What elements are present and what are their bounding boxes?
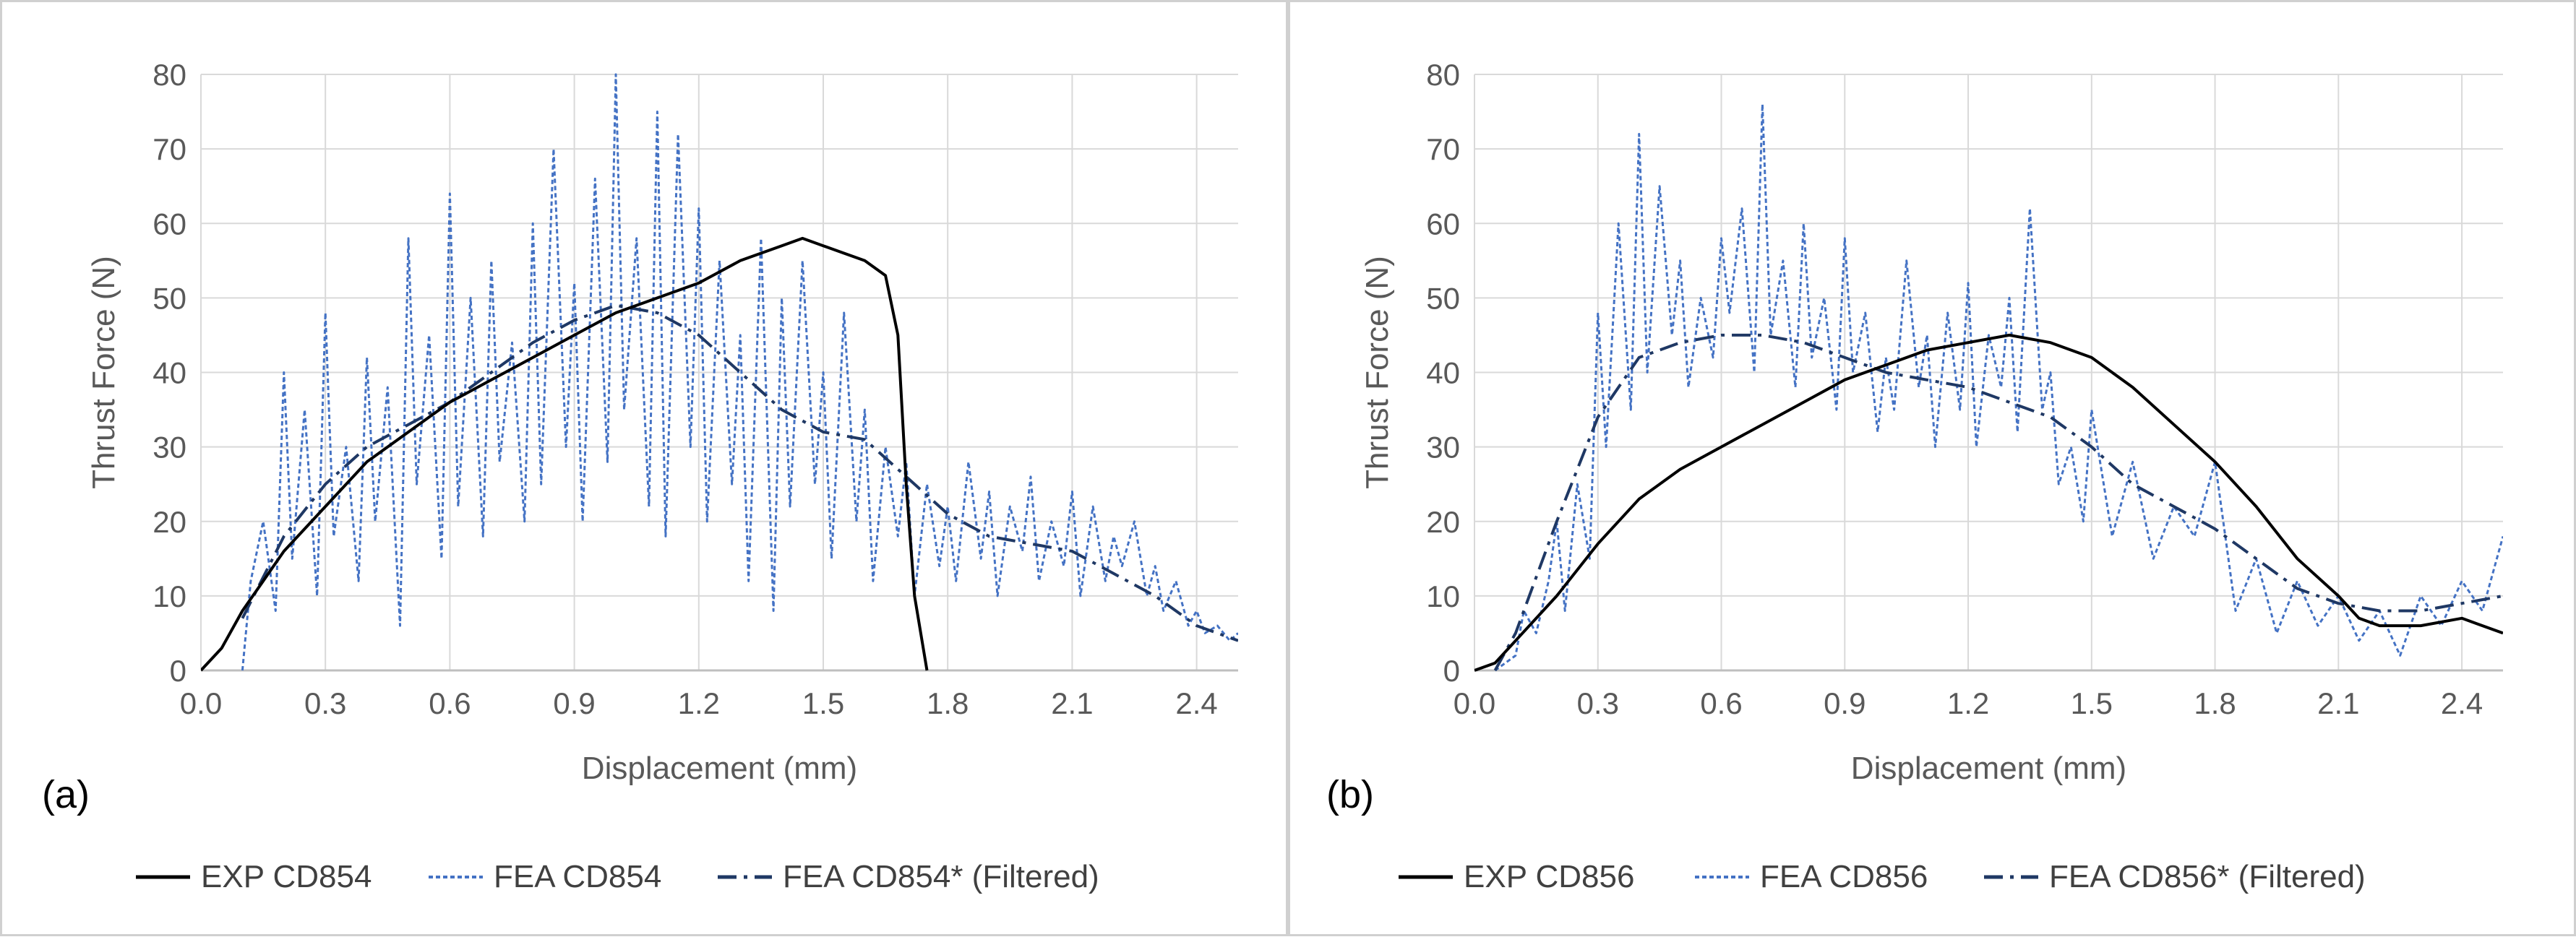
chart-1-x-tick-label: 0.3 [1577,686,1619,720]
chart-1-legend-label-0: EXP CD856 [1464,859,1634,894]
chart-1-x-axis-title: Displacement (mm) [1851,751,2126,786]
chart-0-legend-label-1: FEA CD854 [494,859,661,894]
chart-1-y-tick-label: 30 [1426,431,1460,465]
chart-1-series-dotted-line [1494,103,2503,672]
chart-1-x-tick-label: 1.8 [2194,686,2236,720]
chart-0-x-axis-title: Displacement (mm) [582,751,857,786]
chart-0-x-tick-label: 0.0 [180,686,222,720]
chart-0-y-tick-label: 70 [153,132,186,166]
chart-1-y-tick-label: 20 [1426,505,1460,539]
chart-0-y-tick-label: 0 [170,654,186,688]
chart-1-y-tick-label: 70 [1426,132,1460,166]
chart-panel-a: 0.0 0.3 0.6 0.9 1.2 1.5 1.8 2.1 2.4 0 10 20 30 40 50 60… [0,0,1288,936]
chart-0-x-tick-label: 1.2 [678,686,720,720]
chart-0-y-tick-label: 60 [153,207,186,241]
chart-0-legend-label-0: EXP CD854 [201,859,372,894]
chart-1-y-tick-label: 60 [1426,207,1460,241]
chart-a-svg: 0.0 0.3 0.6 0.9 1.2 1.5 1.8 2.1 2.4 0 10 20 30 40 50 60… [42,58,1238,894]
chart-1-y-axis-title: Thrust Force (N) [1360,256,1395,489]
chart-0-x-tick-label: 2.4 [1175,686,1217,720]
chart-0-series-solid-line [201,236,929,672]
chart-0-x-tick-label: 0.6 [429,686,471,720]
chart-1-legend-label-1: FEA CD856 [1760,859,1928,894]
chart-0-x-tick-label: 0.3 [304,686,346,720]
chart-0-y-tick-label: 80 [153,58,186,92]
chart-1-x-tick-label: 2.4 [2441,686,2483,720]
chart-1-x-tick-label: 0.9 [1824,686,1866,720]
chart-1-series-solid-line [1474,333,2503,672]
chart-1-y-tick-label: 50 [1426,281,1460,315]
chart-1-x-tick-label: 1.5 [2071,686,2113,720]
chart-0-panel-label: (a) [42,773,90,816]
chart-1-panel-label: (b) [1326,773,1374,816]
chart-0-legend-label-2: FEA CD854* (Filtered) [783,859,1099,894]
chart-1-series-dashdot-line [1493,333,2503,671]
chart-0-y-tick-label: 20 [153,505,186,539]
chart-1-x-tick-label: 2.1 [2317,686,2359,720]
chart-panel-b: 0.0 0.3 0.6 0.9 1.2 1.5 1.8 2.1 2.4 0 10 20 30 40 50 60… [1288,0,2576,936]
chart-0-x-tick-label: 1.8 [927,686,969,720]
chart-0-y-tick-label: 30 [153,431,186,465]
chart-b-svg: 0.0 0.3 0.6 0.9 1.2 1.5 1.8 2.1 2.4 0 10 20 30 40 50 60… [1326,58,2503,894]
chart-0-x-tick-label: 1.5 [802,686,844,720]
chart-1-x-tick-label: 1.2 [1947,686,1989,720]
chart-1-x-tick-label: 0.6 [1700,686,1742,720]
chart-0-y-axis-title: Thrust Force (N) [86,256,121,489]
chart-1-y-tick-label: 10 [1426,579,1460,613]
chart-0-series-dotted-line [241,73,1238,671]
chart-1-x-tick-label: 0.0 [1454,686,1495,720]
chart-0-y-tick-label: 10 [153,579,186,613]
chart-1-y-tick-label: 0 [1443,654,1460,688]
chart-1-y-tick-label: 80 [1426,58,1460,92]
chart-0-y-tick-label: 50 [153,281,186,315]
chart-0-y-tick-label: 40 [153,356,186,390]
chart-0-series-dashdot-line [241,303,1238,642]
chart-0-x-tick-label: 2.1 [1051,686,1093,720]
chart-1-y-tick-label: 40 [1426,356,1460,390]
chart-0-x-tick-label: 0.9 [553,686,595,720]
chart-1-legend-label-2: FEA CD856* (Filtered) [2049,859,2366,894]
